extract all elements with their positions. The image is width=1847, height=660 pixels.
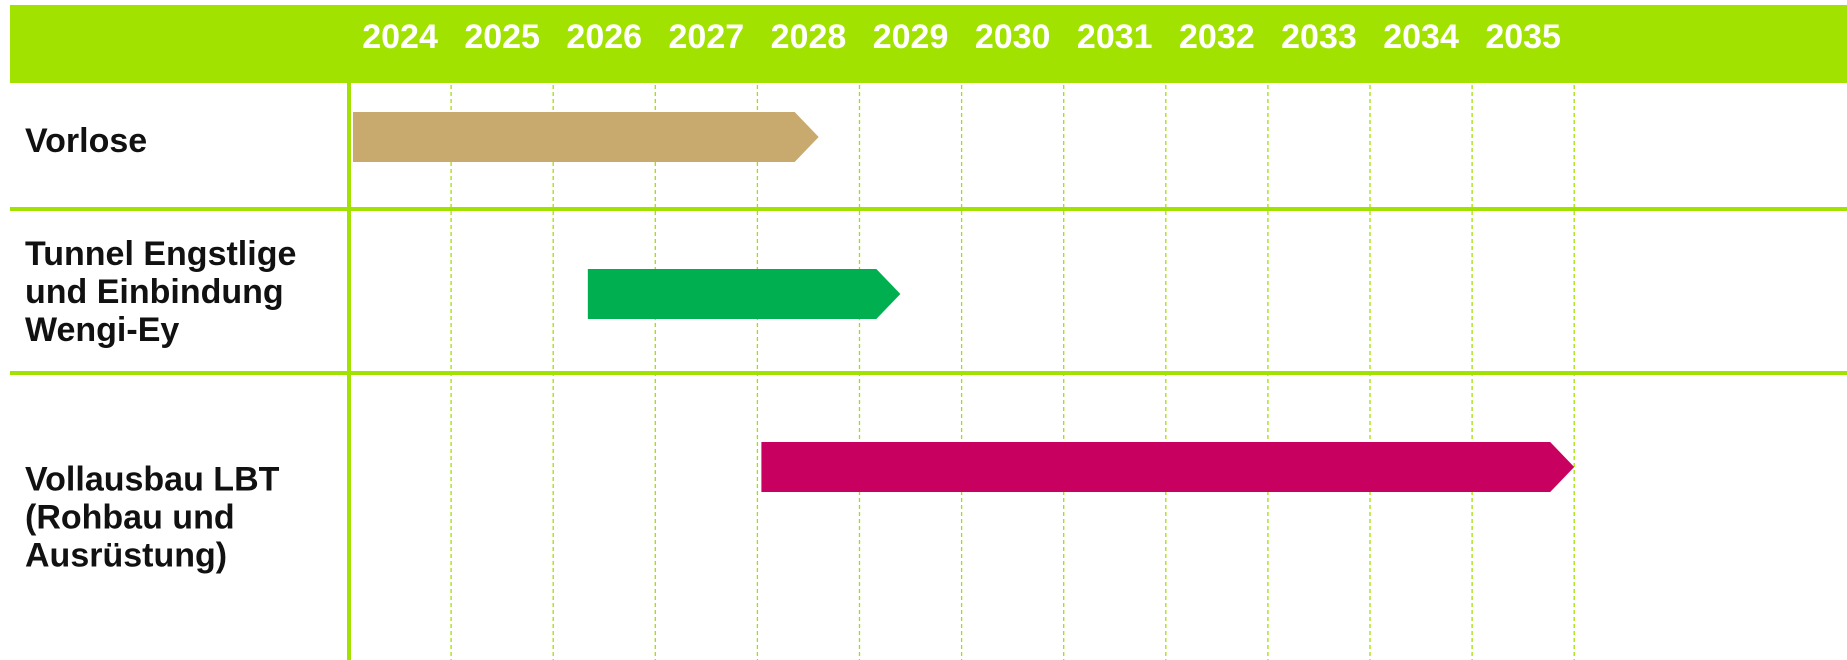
- year-label: 2024: [362, 18, 438, 56]
- year-label: 2029: [873, 18, 949, 56]
- task-label: Tunnel Engstlige und Einbindung Wengi-Ey: [25, 235, 296, 349]
- year-label: 2033: [1281, 18, 1357, 56]
- task-bar: [587, 269, 901, 319]
- year-label: 2035: [1485, 18, 1561, 56]
- year-axis: 2024 2025 2026 2027 2028 2029 2030 2031 2032 2033…: [362, 18, 1561, 56]
- header-band: [10, 5, 1847, 83]
- task-label: Vorlose: [25, 122, 147, 160]
- bars: [353, 112, 1575, 492]
- year-label: 2027: [669, 18, 745, 56]
- task-bar: [761, 442, 1575, 492]
- year-label: 2030: [975, 18, 1051, 56]
- row-labels: Vorlose Tunnel Engstlige und Einbindung Wen…: [25, 122, 296, 575]
- year-label: 2034: [1383, 18, 1459, 56]
- task-label: Vollausbau LBT (Rohbau und Ausrüstung): [25, 461, 280, 575]
- grid: [10, 71, 1847, 660]
- year-label: 2025: [464, 18, 540, 56]
- year-label: 2032: [1179, 18, 1255, 56]
- year-label: 2028: [771, 18, 847, 56]
- task-bar: [353, 112, 819, 162]
- year-label: 2026: [566, 18, 642, 56]
- year-label: 2031: [1077, 18, 1153, 56]
